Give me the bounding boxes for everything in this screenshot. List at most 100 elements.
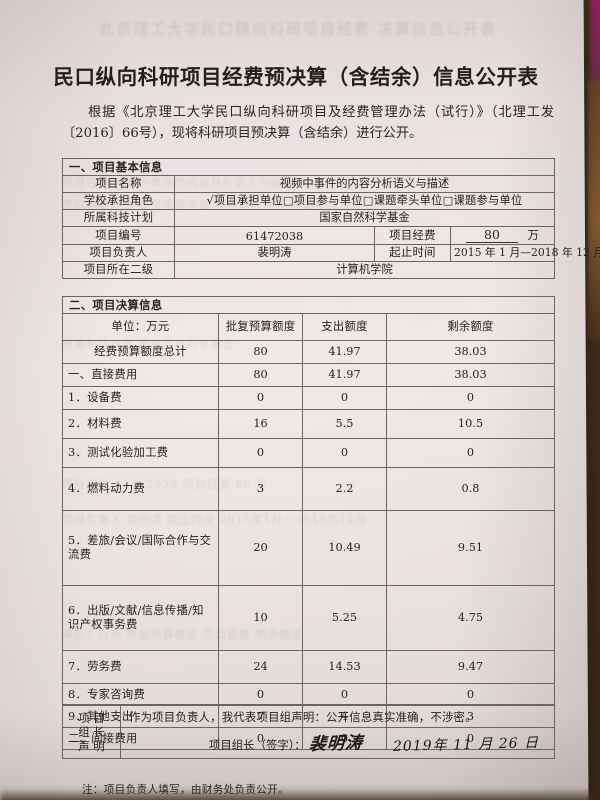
budget-cell-approved: 0 <box>218 438 303 468</box>
row-value-tech-program: 国家自然科学基金 <box>173 209 556 227</box>
table-row: 学校承担角色 √项目承担单位□项目参与单位□课题牵头单位□课题参与单位 <box>62 192 556 210</box>
budget-cell-remaining: 0 <box>385 683 556 706</box>
budget-cell-spent: 0 <box>302 386 387 410</box>
budget-cell-approved: 80 <box>218 363 303 387</box>
budget-row-label: 经费预算额度总计 <box>62 340 219 364</box>
row-label-project-number: 项目编号 <box>62 226 175 245</box>
row-value-department: 计算机学院 <box>173 261 556 279</box>
table-row: 2．材料费 16 5.5 10.5 <box>62 409 556 439</box>
budget-cell-approved: 20 <box>218 510 303 586</box>
budget-row-label: 7．劳务费 <box>62 650 219 684</box>
row-value-school-role: √项目承担单位□项目参与单位□课题牵头单位□课题参与单位 <box>173 192 556 210</box>
row-value-project-number: 61472038 <box>174 226 375 245</box>
budget-cell-spent: 41.97 <box>302 340 387 364</box>
budget-row-label: 5．差旅/会议/国际合作与交流费 <box>62 510 219 586</box>
table-row: 项目编号 61472038 项目经费 80 万 <box>62 226 556 245</box>
declaration-table: 项 目 组 长 声 明 作为项目负责人，我代表项目组声明：公开信息真实准确，不涉… <box>62 704 555 759</box>
desk-edge-wood <box>588 80 600 340</box>
budget-col-approved: 批复预算额度 <box>218 313 303 341</box>
funding-amount: 80 <box>465 228 518 243</box>
table-row: 项目负责人 裴明涛 起止时间 2015 年 1 月—2018 年 12 月 <box>62 244 600 262</box>
intro-paragraph: 根据《北京理工大学民口纵向科研项目及经费管理办法（试行）》（北理工发〔2016〕… <box>62 105 554 141</box>
budget-cell-remaining: 0.8 <box>385 467 556 511</box>
budget-section-title: 二、项目决算信息 <box>61 296 556 314</box>
table-row: 6．出版/文献/信息传播/知识产权事务费 10 5.25 4.75 <box>62 585 556 651</box>
budget-col-spent: 支出额度 <box>302 313 387 341</box>
period-label: 起止时间 <box>374 244 451 262</box>
table-row: 二、项目决算信息 <box>61 296 556 314</box>
declaration-label-line: 项 目 <box>78 710 105 725</box>
budget-cell-remaining: 0 <box>385 438 556 468</box>
budget-unit-label: 单位：万元 <box>62 313 219 341</box>
table-row: 所属科技计划 国家自然科学基金 <box>62 209 556 227</box>
row-value-project-name: 视频中事件的内容分析语义与描述 <box>173 175 556 193</box>
budget-cell-spent: 2.2 <box>302 467 387 511</box>
desk-edge-magenta <box>590 0 600 118</box>
table-row: 4．燃料动力费 3 2.2 0.8 <box>62 467 556 511</box>
basic-info-table: 一、项目基本信息 项目名称 视频中事件的内容分析语义与描述 学校承担角色 √项目… <box>61 158 600 279</box>
document-content: 项目名称 视频中事件的内容分析语义与描述 学校承担角色 项目承担单位 项目参与单… <box>6 6 600 800</box>
row-label-school-role: 学校承担角色 <box>62 192 175 210</box>
period-value: 2015 年 1 月—2018 年 12 月 <box>449 244 600 262</box>
declaration-label-line: 组 长 <box>78 724 105 739</box>
desk-shadow-bottom <box>0 788 600 800</box>
signature-row: 项目组长（签字）： 裴明涛 2019年 11 月 26 日 <box>129 733 548 755</box>
table-row: 经费预算额度总计 80 41.97 38.03 <box>62 340 556 364</box>
table-row: 5．差旅/会议/国际合作与交流费 20 10.49 9.51 <box>62 510 556 586</box>
table-row: 项目所在二级 计算机学院 <box>62 261 556 279</box>
budget-row-label: 8．专家咨询费 <box>62 683 219 706</box>
signature-label: 项目组长（签字）： <box>209 738 306 752</box>
budget-cell-spent: 0 <box>302 438 387 468</box>
budget-cell-remaining: 9.51 <box>385 510 556 586</box>
basic-section-title: 一、项目基本信息 <box>61 158 556 176</box>
declaration-body: 作为项目负责人，我代表项目组声明：公开信息真实准确，不涉密。 项目组长（签字）：… <box>120 704 555 759</box>
budget-cell-approved: 0 <box>218 386 303 410</box>
budget-cell-spent: 14.53 <box>302 650 387 684</box>
declaration-statement: 作为项目负责人，我代表项目组声明：公开信息真实准确，不涉密。 <box>129 710 477 724</box>
budget-col-remaining: 剩余额度 <box>385 313 556 341</box>
page-title: 民口纵向科研项目经费预决算（含结余）信息公开表 <box>53 65 539 89</box>
table-row: 项目名称 视频中事件的内容分析语义与描述 <box>62 175 556 193</box>
budget-cell-spent: 5.25 <box>302 585 387 651</box>
budget-row-label: 3．测试化验加工费 <box>62 438 219 468</box>
funding-label: 项目经费 <box>374 226 451 245</box>
budget-row-label: 4．燃料动力费 <box>62 467 219 511</box>
funding-unit: 万 <box>527 228 540 242</box>
budget-cell-remaining: 9.47 <box>385 650 556 684</box>
budget-cell-approved: 10 <box>218 585 303 651</box>
budget-cell-approved: 0 <box>218 683 303 706</box>
budget-cell-remaining: 0 <box>385 386 556 410</box>
table-row: 3．测试化验加工费 0 0 0 <box>62 438 556 468</box>
table-row: 项 目 组 长 声 明 作为项目负责人，我代表项目组声明：公开信息真实准确，不涉… <box>62 704 555 759</box>
budget-cell-spent: 10.49 <box>302 510 387 586</box>
table-row: 7．劳务费 24 14.53 9.47 <box>62 650 556 684</box>
budget-cell-spent: 41.97 <box>302 363 387 387</box>
funding-value-cell: 80 万 <box>449 226 556 245</box>
table-row: 一、直接费用 80 41.97 38.03 <box>62 363 556 387</box>
budget-cell-remaining: 38.03 <box>385 340 556 364</box>
table-row: 1．设备费 0 0 0 <box>62 386 556 410</box>
budget-cell-remaining: 10.5 <box>385 409 556 439</box>
bleed-through-text: 北京理工大学民口横向科研项目经费 决算信息公开表 <box>99 20 497 38</box>
row-label-department: 项目所在二级 <box>62 261 175 279</box>
signature-date: 2019年 11 月 26 日 <box>392 735 540 755</box>
budget-cell-spent: 0 <box>302 683 387 706</box>
row-label-project-name: 项目名称 <box>62 175 175 193</box>
table-row: 一、项目基本信息 <box>61 158 556 176</box>
budget-cell-spent: 5.5 <box>302 409 387 439</box>
budget-row-label: 1．设备费 <box>62 386 219 410</box>
budget-row-label: 2．材料费 <box>62 409 219 439</box>
budget-row-label: 一、直接费用 <box>62 363 219 387</box>
row-label-tech-program: 所属科技计划 <box>62 209 175 227</box>
budget-cell-remaining: 4.75 <box>385 585 556 651</box>
budget-cell-approved: 16 <box>218 409 303 439</box>
budget-cell-approved: 24 <box>218 650 303 684</box>
row-value-project-leader: 裴明涛 <box>174 244 375 262</box>
budget-row-label: 6．出版/文献/信息传播/知识产权事务费 <box>62 585 219 651</box>
declaration-label: 项 目 组 长 声 明 <box>62 704 121 759</box>
budget-table: 二、项目决算信息 单位：万元 批复预算额度 支出额度 剩余额度 经费预算额度总计… <box>61 296 556 750</box>
signature-handwriting: 裴明涛 <box>308 733 365 755</box>
table-header-row: 单位：万元 批复预算额度 支出额度 剩余额度 <box>62 313 556 341</box>
budget-cell-approved: 80 <box>218 340 303 364</box>
